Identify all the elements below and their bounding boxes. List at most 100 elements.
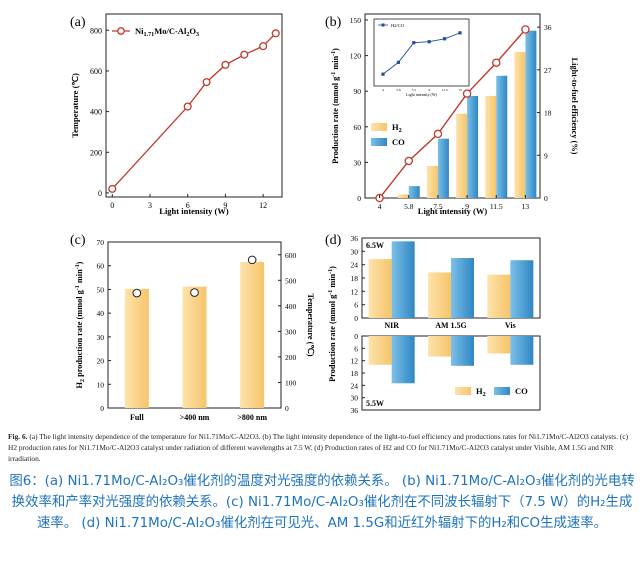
panel-d-legend-co-label: CO [515, 386, 528, 396]
panel-b-inset-xlabel: Light intensity (W) [406, 92, 438, 97]
panel-b-inset-xtick-label: 11.5 [442, 88, 448, 92]
caption-text: (a) The light intensity dependence of th… [8, 432, 629, 463]
panel-b-bar-h2 [514, 52, 526, 198]
panel-a-xtick-label: 3 [148, 201, 152, 210]
panel-c-bar [124, 288, 149, 408]
panel-d-ylabel: Production rate (mmol g-1 min-1) [328, 266, 337, 382]
panel-b-inset-xtick-label: 7.5 [412, 88, 417, 92]
panel-b-inset-line [382, 32, 461, 75]
panel-d-top-ytick-label: 12 [351, 287, 359, 296]
panel-d-legend-co-swatch [494, 387, 510, 395]
panel-a-ytick-label: 400 [90, 108, 102, 117]
panel-a-point [259, 42, 268, 51]
figure-caption-chinese: 图6：(a) Ni1.71Mo/C-Al₂O₃催化剂的温度对光强度的依赖关系。 … [9, 474, 635, 531]
panel-c-ytick-right-label: 400 [285, 302, 297, 311]
panel-b-label: (b) [325, 15, 342, 30]
panel-d-bottom-ytick-label: 18 [351, 369, 359, 378]
panel-b-ytick-right-label: 9 [544, 151, 548, 160]
panel-b-efficiency-line [379, 29, 526, 199]
panel-b-inset-xtick-label: 4 [382, 88, 384, 92]
panel-c-ytick-label: 20 [97, 357, 105, 366]
panel-b-bar-h2 [426, 165, 438, 198]
panel-b-legend-co-label: CO [392, 137, 405, 147]
panel-d-bottom-ytick-label: 12 [351, 357, 359, 366]
panel-c-ytick-label: 0 [100, 404, 104, 413]
panel-d-xtick-label: Vis [505, 321, 516, 330]
panel-b-xtick-label: 9 [465, 202, 469, 211]
panel-b-inset-xtick-label: 9 [428, 88, 430, 92]
panel-a-point [240, 50, 249, 59]
panel-a-label: (a) [70, 15, 86, 30]
panel-c-bar [182, 286, 207, 408]
panel-a-xlabel: Light intensity (W) [159, 206, 229, 216]
panel-b-ytick-label: 150 [350, 16, 362, 25]
panel-b-ytick-label: 120 [350, 52, 362, 61]
panel-c-temperature-point [247, 255, 257, 265]
panel-b-legend-h2-swatch [371, 123, 387, 131]
panel-d-xtick-label: NIR [384, 321, 399, 330]
panel-d-bottom-ytick-label: 36 [351, 406, 359, 415]
panel-c-ytick-label: 50 [97, 285, 105, 294]
panel-d-top-bar-co [451, 258, 474, 318]
panel-d-bottom-bar-co [510, 336, 534, 365]
panel-d-legend-h2-swatch [455, 387, 471, 395]
panel-b-xtick-label: 7.5 [433, 202, 443, 211]
panel-b-bar-h2 [485, 95, 497, 198]
panel-b-ytick-label: 60 [354, 123, 362, 132]
panel-d-bottom-bar-co [451, 336, 474, 366]
panel-d-label: (d) [325, 233, 342, 248]
panel-b-legend-co-swatch [371, 138, 387, 146]
panel-b-efficiency-point [491, 58, 501, 67]
panel-a-xtick-label: 9 [223, 201, 227, 210]
panel-c-ytick-right-label: 200 [285, 353, 297, 362]
panel-a-ytick-label: 600 [90, 67, 102, 76]
panel-d-top-bar-co [510, 260, 534, 318]
panel-c-xtick-label: >400 nm [180, 413, 210, 422]
panel-c-ytick-label: 40 [97, 309, 105, 318]
panel-b-xtick-label: 11.5 [490, 202, 503, 211]
panel-b-inset-legend-marker [381, 23, 385, 27]
panel-c-ytick-right-label: 500 [285, 276, 297, 285]
panel-b-ytick-right-label: 27 [544, 66, 552, 75]
panel-c-ytick-label: 60 [97, 262, 105, 271]
panel-d-top-ytick-label: 18 [351, 274, 359, 283]
panel-b-efficiency-point [404, 156, 413, 166]
panel-c-ytick-right-label: 0 [285, 404, 289, 413]
panel-b-xtick-label: 5.8 [404, 202, 414, 211]
panel-a-ylabel: Temperature (℃) [70, 73, 80, 138]
panel-d-top-ytick-label: 0 [354, 314, 358, 323]
panel-c-xtick-label: Full [130, 413, 145, 422]
panel-a-xtick-label: 0 [110, 201, 114, 210]
panel-b-ytick-label: 0 [357, 194, 361, 203]
panel-c-ytick-label: 70 [97, 238, 105, 247]
panel-b-efficiency-point [433, 129, 443, 139]
panel-b-inset-point [396, 60, 400, 64]
panel-d-bottom-bar-h2 [428, 336, 451, 357]
panel-b-ytick-label: 30 [354, 158, 362, 167]
panel-d-top-bar-co [391, 241, 415, 318]
panel-b-ytick-right-label: 18 [544, 109, 552, 118]
panel-c-ytick-label: 30 [97, 333, 105, 342]
panel-b-ytick-label: 90 [354, 87, 362, 96]
panel-c-temperature-point [190, 288, 199, 297]
panel-b-inset-point [412, 41, 416, 45]
panel-d-bottom-bar-co [391, 336, 415, 384]
panel-c-ylabel-right: Temperature (℃) [306, 293, 315, 356]
panel-d-top-bar-h2 [428, 272, 451, 318]
panel-d-top-ytick-label: 30 [351, 247, 359, 256]
panel-c-ytick-right-label: 300 [285, 327, 297, 336]
panel-a-legend-label: Ni1.71Mo/C-Al2O3 [135, 26, 199, 38]
panel-d-bottom-bar-h2 [368, 336, 392, 365]
panel-b-inset-xtick-label: 5.8 [396, 88, 401, 92]
panel-b-inset-point [427, 40, 431, 44]
panel-b-ylabel: Production rate (mmol g-1 min-1) [331, 48, 340, 164]
panel-a-point [221, 60, 230, 69]
panel-b-inset-point [381, 72, 385, 76]
caption-label: Fig. 6. [8, 432, 28, 441]
panel-c-ylabel: H2 production rate (mmol g-1 min-1) [75, 261, 86, 388]
panel-b-inset-frame [373, 18, 470, 87]
panel-d-bottom-power-label: 5.5W [366, 399, 384, 408]
panel-b-efficiency-point [521, 25, 530, 34]
panel-a-xtick-label: 12 [259, 201, 267, 210]
